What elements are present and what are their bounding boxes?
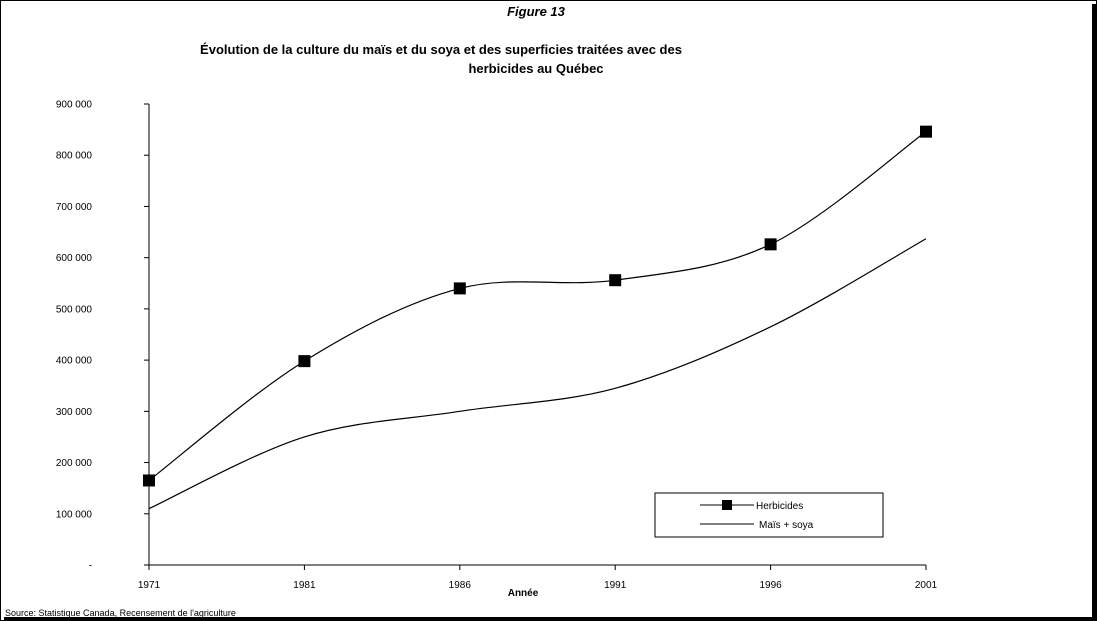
source-note: Source: Statistique Canada, Recensement …	[5, 608, 236, 618]
x-tick-label: 1996	[759, 580, 782, 591]
y-tick-label: -	[89, 561, 92, 572]
y-tick-label: 400 000	[56, 356, 93, 367]
y-tick-label: 200 000	[56, 458, 93, 469]
y-tick-label: 900 000	[56, 100, 93, 111]
legend: Herbicides Maïs + soya	[654, 492, 884, 538]
data-point-marker	[764, 238, 777, 251]
axes	[148, 104, 926, 566]
series-line-0	[148, 131, 927, 481]
x-tick-label: 1986	[449, 580, 472, 591]
y-tick-label: 700 000	[56, 202, 93, 213]
x-tick-label: 2001	[915, 580, 938, 591]
legend-label-mais-soya: Maïs + soya	[759, 520, 814, 531]
x-axis-ticks: 1971 1981 1986 1991 1996 2001	[138, 565, 938, 591]
x-tick-label: 1991	[604, 580, 627, 591]
x-axis-label: Année	[508, 588, 539, 599]
chart-title-line-2: herbicides au Québec	[468, 61, 603, 76]
data-point-marker	[609, 274, 622, 287]
data-point-marker	[298, 355, 311, 368]
y-tick-label: 800 000	[56, 151, 93, 162]
x-tick-label: 1981	[293, 580, 316, 591]
data-point-marker	[920, 125, 932, 138]
series-line-1	[148, 238, 927, 510]
y-tick-label: 600 000	[56, 253, 93, 264]
series-group	[143, 125, 932, 510]
x-tick-label: 1971	[138, 580, 161, 591]
y-tick-label: 500 000	[56, 304, 93, 315]
figure-label: Figure 13	[507, 4, 566, 19]
chart-title-line-1: Évolution de la culture du maïs et du so…	[200, 42, 682, 57]
frame-shadow-right	[1092, 4, 1097, 621]
legend-marker-herbicides	[722, 500, 732, 510]
y-tick-label: 100 000	[56, 509, 93, 520]
data-point-marker	[143, 474, 155, 487]
frame-shadow-bottom	[4, 617, 1097, 621]
y-axis-ticks: 900 000 800 000 700 000 600 000 500 000 400 0…	[56, 100, 149, 572]
y-tick-label: 300 000	[56, 407, 93, 418]
legend-label-herbicides: Herbicides	[756, 501, 803, 512]
data-point-marker	[453, 282, 466, 295]
legend-box	[654, 492, 884, 538]
